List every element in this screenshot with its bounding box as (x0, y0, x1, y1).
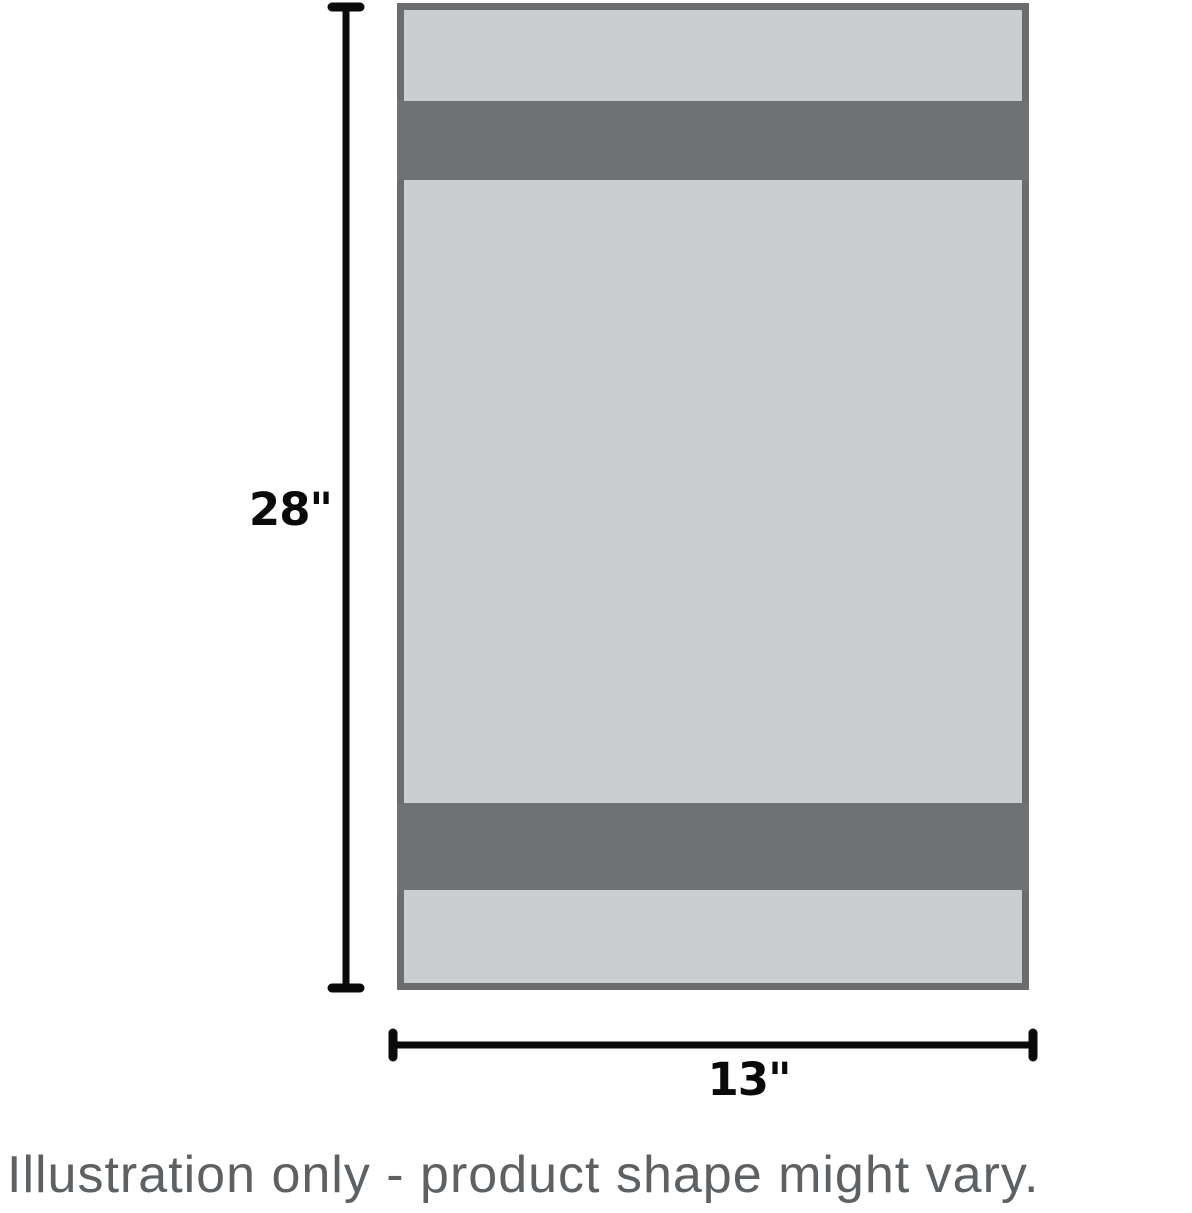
height-dimension-label: 28" (248, 483, 333, 536)
towel-bottom-stripe (397, 803, 1029, 890)
width-dimension-line-icon (388, 1028, 1038, 1062)
height-dimension-line-icon (327, 2, 365, 993)
disclaimer-caption: Illustration only - product shape might … (7, 1146, 1040, 1204)
towel-top-stripe (397, 101, 1029, 180)
width-dimension-label: 13" (707, 1053, 791, 1106)
